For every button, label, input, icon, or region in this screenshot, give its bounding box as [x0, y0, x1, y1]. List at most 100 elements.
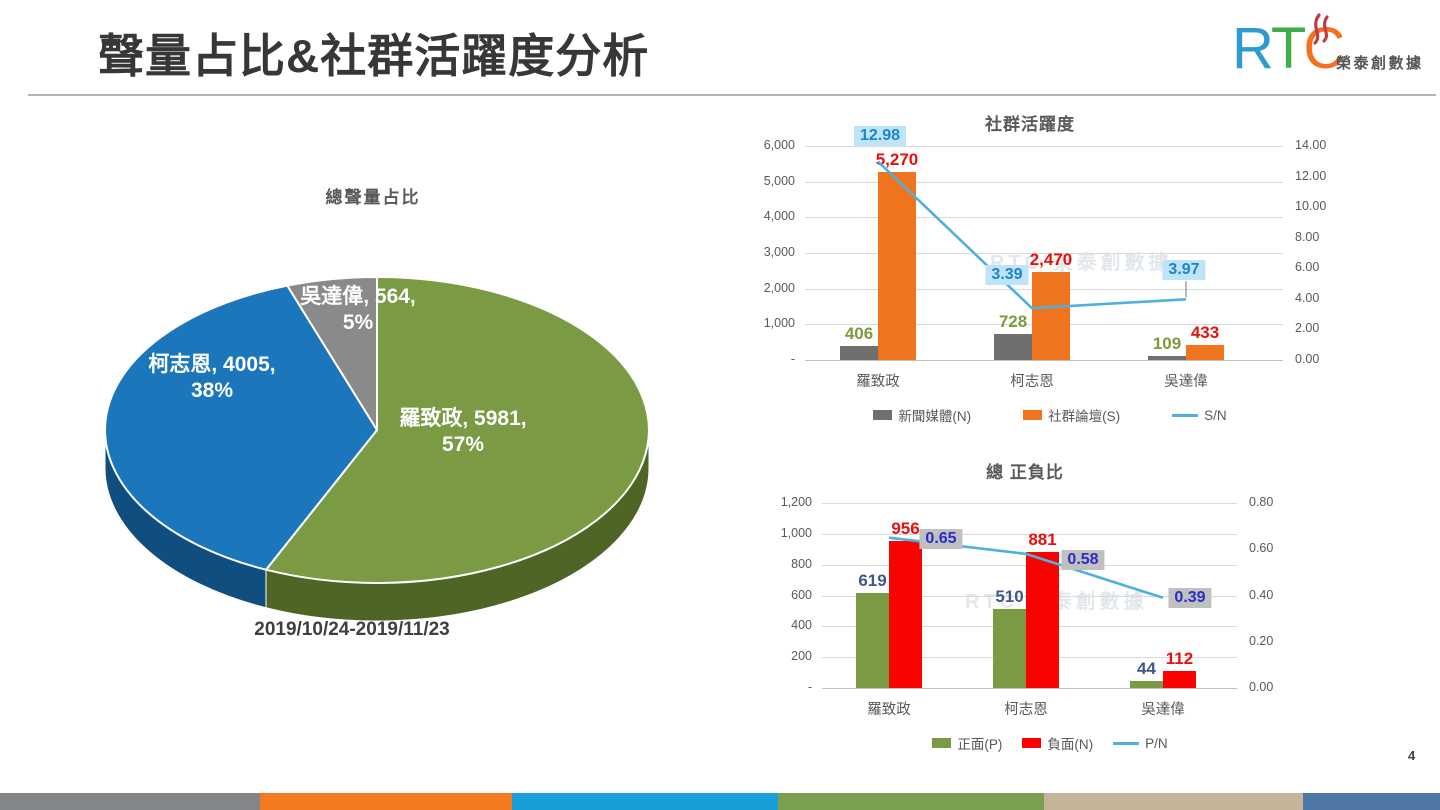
pie-label-ke: 柯志恩, 4005, 38% — [112, 352, 312, 404]
category-label: 吳達偉 — [1164, 374, 1208, 390]
bar-value-label: 619 — [858, 570, 887, 590]
bar-value-label: 5,270 — [875, 150, 919, 169]
line-value-label: 0.65 — [919, 528, 963, 549]
line-value-label: 0.39 — [1168, 587, 1212, 608]
gridline — [805, 360, 1283, 361]
y-axis-tick-label: 6,000 — [763, 138, 795, 152]
bar-value-label: 881 — [1028, 530, 1057, 550]
right-axis-tick-label: 0.80 — [1249, 495, 1274, 509]
pie-label-wu: 吳達偉, 564, 5% — [258, 284, 458, 336]
right-axis-tick-label: 8.00 — [1295, 229, 1320, 244]
logo-letter-t: T — [1270, 16, 1306, 81]
page-number: 4 — [1408, 748, 1416, 763]
pie-chart-title: 總聲量占比 — [325, 188, 421, 207]
category-label: 吳達偉 — [1141, 702, 1185, 718]
bar-series2 — [889, 540, 922, 688]
logo-letters: R T C — [1232, 16, 1345, 82]
y-axis-tick-label: 1,000 — [763, 316, 795, 331]
bar-series2 — [1163, 670, 1196, 688]
bar-value-label: 728 — [998, 312, 1028, 331]
gridline — [822, 533, 1237, 535]
legend-item-forum: 社群論壇(S) — [1023, 405, 1120, 425]
right-axis-tick-label: 12.00 — [1295, 168, 1327, 183]
ratio-chart-title: 總 正負比 — [986, 463, 1064, 482]
legend-item-pn: P/N — [1113, 736, 1168, 751]
y-axis-tick-label: - — [807, 680, 812, 694]
bar-value-label: 406 — [844, 323, 874, 343]
activity-chart-legend: 新聞媒體(N) 社群論壇(S) S/N — [790, 405, 1310, 425]
bar-value-label: 109 — [1152, 334, 1182, 354]
right-axis-tick-label: 4.00 — [1295, 290, 1320, 305]
legend-item-negative: 負面(N) — [1022, 733, 1093, 753]
right-axis-tick-label: 0.00 — [1249, 680, 1274, 694]
bar-value-label: 44 — [1137, 659, 1156, 679]
gridline — [805, 146, 1283, 147]
bar-series1 — [993, 609, 1026, 688]
legend-label: 正面(P) — [957, 737, 1003, 752]
pie-label-text: 柯志恩, 4005, — [148, 353, 276, 376]
right-axis-tick-label: 0.60 — [1249, 541, 1274, 556]
pie-label-text: 羅致政, 5981, — [399, 407, 527, 430]
footer-stripe — [0, 793, 1440, 810]
news-swatch — [873, 410, 893, 420]
bar-series1 — [1130, 681, 1163, 688]
y-axis-tick-label: 400 — [791, 618, 812, 633]
bar-series1 — [840, 345, 878, 360]
category-label: 柯志恩 — [1004, 702, 1048, 718]
y-axis-tick-label: - — [790, 352, 795, 366]
bar-series2 — [1186, 344, 1224, 360]
rtc-logo: R T C 榮泰創數據 — [1232, 13, 1432, 88]
y-axis-tick-label: 1,000 — [780, 525, 812, 540]
bar-value-label: 956 — [891, 518, 920, 538]
flame-icon — [1313, 13, 1329, 45]
pie-slice-吳達偉 — [286, 276, 378, 431]
pie-label-percent: 5% — [342, 311, 374, 334]
bar-series1 — [856, 592, 889, 688]
legend-label: S/N — [1204, 407, 1227, 423]
pie-slice-柯志恩 — [104, 284, 378, 571]
legend-item-sn: S/N — [1172, 408, 1227, 423]
bar-series2 — [1032, 271, 1070, 360]
page-title: 聲量占比&社群活躍度分析 — [98, 30, 650, 82]
stripe-gray — [0, 793, 260, 810]
ratio-chart-legend: 正面(P) 負面(N) P/N — [790, 733, 1310, 753]
right-axis-tick-label: 0.40 — [1249, 587, 1274, 602]
legend-item-news: 新聞媒體(N) — [873, 405, 971, 425]
date-range: 2019/10/24-2019/11/23 — [254, 619, 450, 640]
bar-series2 — [1026, 552, 1059, 688]
category-label: 羅致政 — [867, 702, 911, 718]
title-divider — [28, 94, 1436, 96]
legend-label: 社群論壇(S) — [1048, 409, 1121, 424]
legend-label: P/N — [1145, 735, 1168, 751]
pie-label-percent: 57% — [441, 433, 485, 456]
pie-chart — [104, 276, 650, 622]
sn-line-swatch — [1172, 413, 1199, 417]
y-axis-tick-label: 600 — [791, 587, 812, 602]
category-label: 羅致政 — [856, 374, 900, 390]
category-label: 柯志恩 — [1010, 374, 1054, 390]
line-value-label: 12.98 — [853, 125, 907, 146]
logo-company-name: 榮泰創數據 — [1336, 55, 1424, 72]
gridline — [805, 217, 1283, 219]
pn-line-swatch — [1113, 741, 1140, 745]
stripe-steel — [1303, 793, 1440, 810]
y-axis-tick-label: 4,000 — [763, 209, 795, 224]
positive-swatch — [932, 738, 952, 748]
right-axis-tick-label: 0.20 — [1249, 633, 1274, 648]
stripe-tan — [1044, 793, 1303, 810]
legend-item-positive: 正面(P) — [932, 733, 1002, 753]
logo-letter-r: R — [1232, 16, 1274, 81]
stripe-orange — [260, 793, 512, 810]
bar-value-label: 112 — [1165, 648, 1194, 668]
activity-chart-title: 社群活躍度 — [985, 115, 1075, 134]
y-axis-tick-label: 800 — [791, 556, 812, 571]
line-value-label: 3.97 — [1162, 260, 1206, 281]
forum-swatch — [1023, 410, 1043, 420]
y-axis-tick-label: 3,000 — [763, 245, 795, 259]
negative-swatch — [1022, 738, 1042, 748]
stripe-blue — [512, 793, 778, 810]
bar-series1 — [994, 334, 1032, 360]
gridline — [805, 181, 1283, 183]
right-axis-tick-label: 10.00 — [1295, 199, 1327, 214]
